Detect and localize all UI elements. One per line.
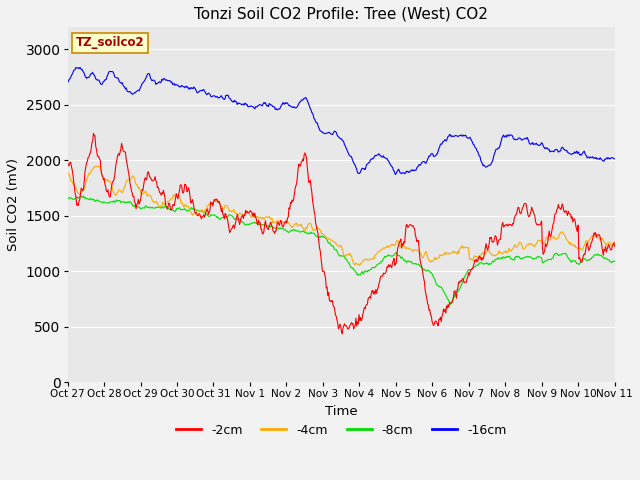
Legend: -2cm, -4cm, -8cm, -16cm: -2cm, -4cm, -8cm, -16cm: [171, 419, 511, 442]
Y-axis label: Soil CO2 (mV): Soil CO2 (mV): [7, 158, 20, 251]
Text: TZ_soilco2: TZ_soilco2: [76, 36, 145, 49]
X-axis label: Time: Time: [325, 405, 357, 418]
Title: Tonzi Soil CO2 Profile: Tree (West) CO2: Tonzi Soil CO2 Profile: Tree (West) CO2: [194, 7, 488, 22]
